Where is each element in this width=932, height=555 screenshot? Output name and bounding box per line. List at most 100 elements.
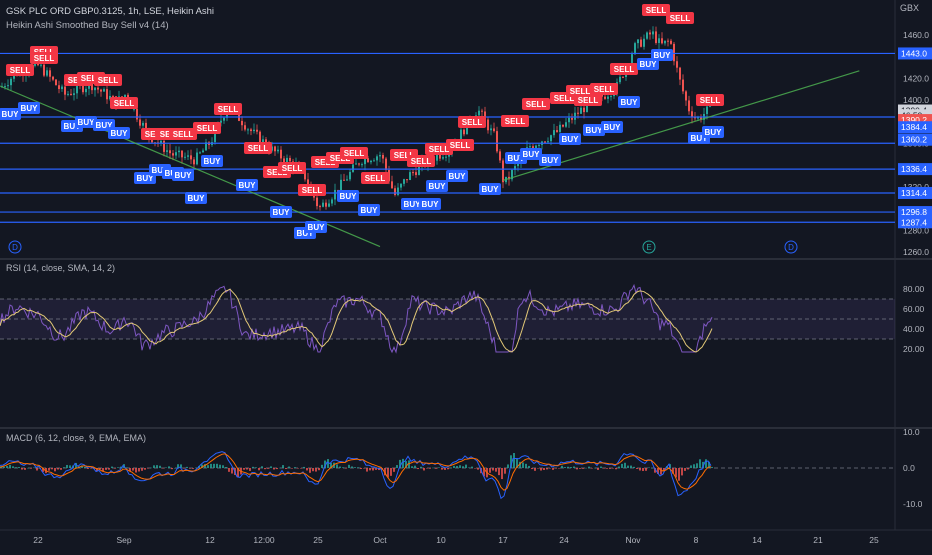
time-tick-label: 21: [813, 535, 823, 545]
candle-body: [13, 73, 15, 79]
macd-hist-bar: [330, 463, 332, 468]
macd-hist-bar: [186, 466, 188, 468]
candle-body: [577, 112, 579, 114]
candle-body: [394, 188, 396, 195]
buy-signal-label-bg: [479, 183, 501, 195]
macd-hist-bar: [264, 468, 266, 470]
macd-hist-bar: [42, 468, 44, 472]
candle-body: [385, 158, 387, 170]
price-tick-label: 1280.0: [903, 225, 929, 235]
candle-body: [634, 43, 636, 55]
symbol-title[interactable]: GSK PLC ORD GBP0.3125, 1h, LSE, Heikin A…: [6, 6, 215, 17]
macd-title[interactable]: MACD (6, 12, close, 9, EMA, EMA): [6, 433, 147, 443]
sell-signal-label-bg: [522, 98, 550, 110]
price-label-level: 1336.4: [901, 164, 927, 174]
sell-signal-label: SELL: [145, 130, 166, 139]
macd-hist-bar: [612, 468, 614, 469]
sell-signal-label: SELL: [173, 130, 194, 139]
price-tick-label: 1460.0: [903, 30, 929, 40]
macd-hist-bar: [288, 466, 290, 468]
buy-signal-label: BUY: [654, 51, 672, 60]
macd-hist-bar: [276, 468, 278, 470]
macd-hist-bar: [687, 468, 689, 470]
price-label-level-bg: [898, 206, 932, 219]
rsi-ma-line: [0, 288, 713, 353]
macd-hist-bar: [636, 468, 638, 469]
indicator-title[interactable]: Heikin Ashi Smoothed Buy Sell v4 (14): [6, 20, 169, 31]
macd-hist-bar: [579, 468, 581, 469]
candle-body: [502, 160, 504, 183]
time-tick-label: 8: [694, 535, 699, 545]
buy-signal-label-bg: [75, 116, 97, 128]
candle-body: [697, 117, 699, 119]
macd-hist-bar: [258, 468, 260, 471]
candle-body: [109, 95, 111, 100]
candle-body: [82, 85, 84, 93]
macd-hist-bar: [525, 463, 527, 468]
sell-signal-label-bg: [214, 103, 242, 115]
candle-body: [688, 100, 690, 112]
candle-body: [700, 117, 702, 120]
trendline-2: [502, 70, 860, 181]
buy-signal-label: BUY: [188, 194, 206, 203]
buy-signal-label: BUY: [449, 172, 467, 181]
candle-body: [403, 179, 405, 184]
buy-signal-label: BUY: [297, 229, 315, 238]
candle-body: [97, 87, 99, 90]
macd-hist-bar: [540, 468, 542, 471]
macd-hist-bar: [204, 464, 206, 468]
macd-hist-bar: [168, 466, 170, 468]
time-tick-label: 10: [436, 535, 446, 545]
macd-hist-bar: [444, 468, 446, 470]
macd-hist-bar: [504, 468, 506, 474]
macd-hist-bar: [411, 466, 413, 468]
candle-body: [382, 155, 384, 159]
macd-hist-bar: [99, 468, 101, 470]
candle-body: [607, 96, 609, 99]
macd-hist-bar: [321, 464, 323, 468]
buy-signal-label-bg: [270, 206, 292, 218]
buy-signal-label: BUY: [422, 200, 440, 209]
candle-body: [85, 88, 87, 93]
macd-hist-bar: [453, 465, 455, 468]
candle-body: [673, 43, 675, 62]
macd-hist-bar: [519, 461, 521, 468]
macd-hist-bar: [654, 468, 656, 473]
macd-hist-bar: [675, 468, 677, 478]
macd-hist-bar: [477, 468, 479, 470]
sell-signal-label: SELL: [429, 145, 450, 154]
macd-hist-bar: [309, 468, 311, 473]
candle-body: [622, 76, 624, 78]
buy-signal-label-bg: [651, 49, 673, 61]
candle-body: [277, 149, 279, 152]
candle-body: [193, 159, 195, 165]
buy-signal-label-bg: [358, 204, 380, 216]
candle-body: [436, 154, 438, 161]
candle-body: [340, 179, 342, 193]
candle-body: [139, 119, 141, 126]
macd-hist-bar: [165, 467, 167, 468]
candle-body: [184, 156, 186, 158]
sell-signal-label: SELL: [614, 65, 635, 74]
macd-hist-bar: [669, 464, 671, 468]
candle-body: [439, 154, 441, 159]
currency-label: GBX: [896, 0, 932, 16]
time-tick-label: Nov: [625, 535, 641, 545]
macd-hist-bar: [54, 468, 56, 472]
candle-body: [619, 76, 621, 83]
macd-hist-bar: [627, 465, 629, 468]
macd-hist-bar: [591, 468, 593, 469]
macd-hist-bar: [462, 466, 464, 468]
candle-body: [391, 181, 393, 189]
candle-body: [565, 122, 567, 127]
candle-body: [529, 146, 531, 148]
rsi-title[interactable]: RSI (14, close, SMA, 14, 2): [6, 263, 116, 273]
price-label-level-bg: [898, 133, 932, 146]
buy-signal-label-bg: [18, 102, 40, 114]
macd-hist-bar: [267, 468, 269, 469]
sell-signal-label-bg: [574, 94, 602, 106]
macd-hist-bar: [498, 468, 500, 476]
macd-hist-bar: [417, 468, 419, 470]
